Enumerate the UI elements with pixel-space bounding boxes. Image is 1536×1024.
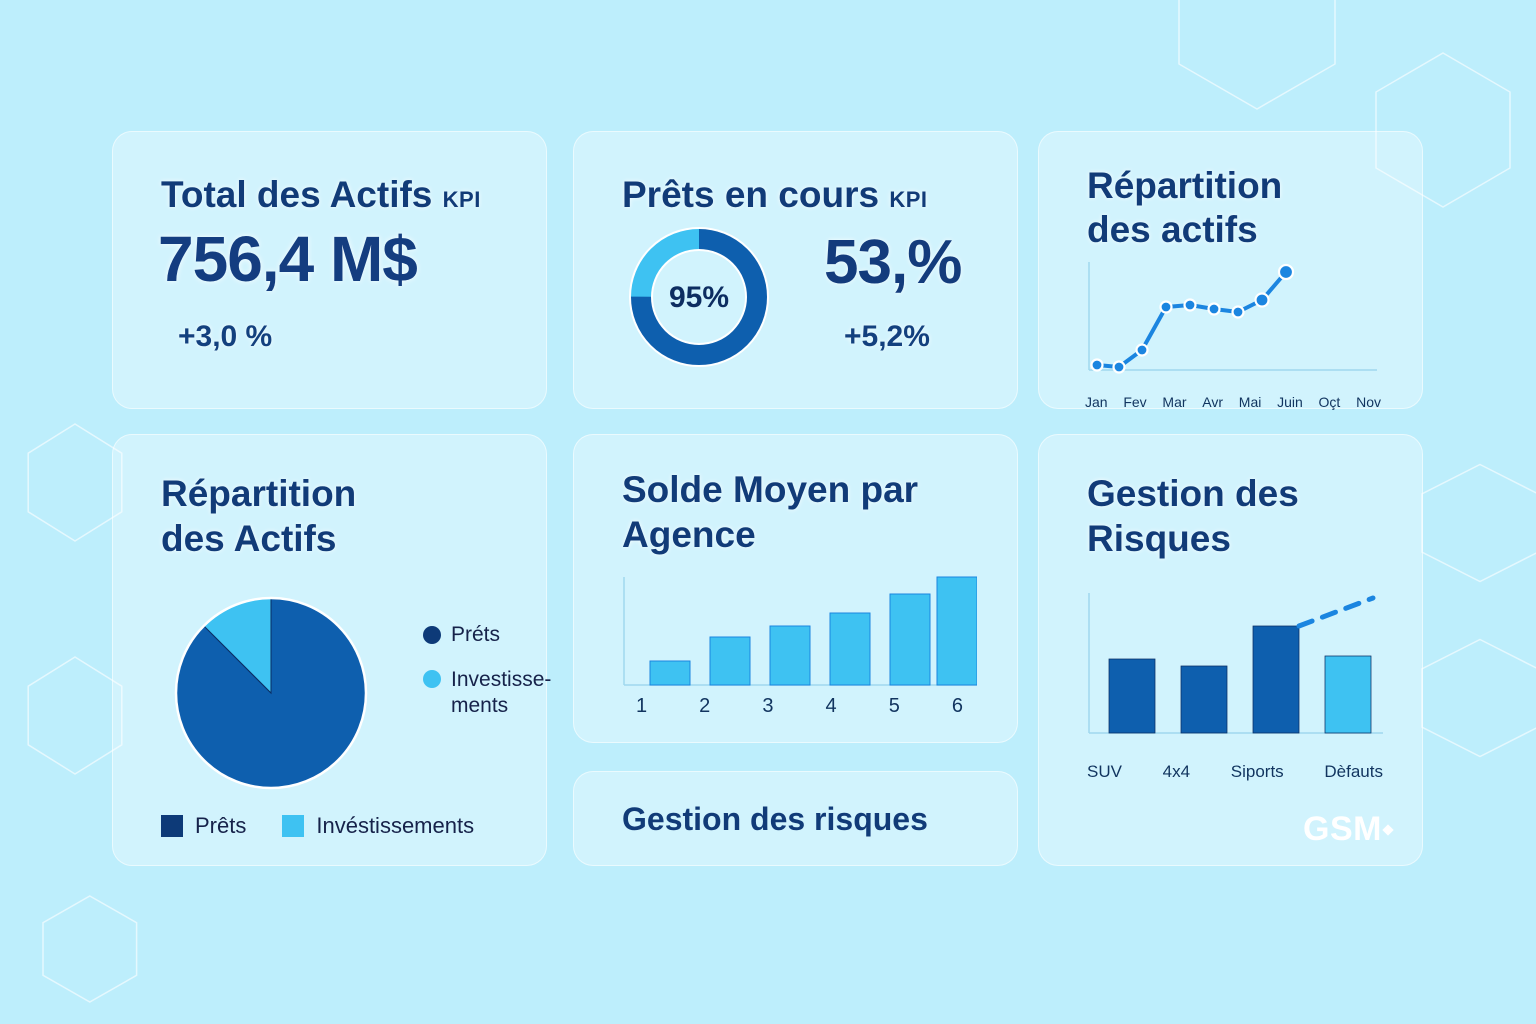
svg-text:95%: 95% (669, 281, 729, 314)
